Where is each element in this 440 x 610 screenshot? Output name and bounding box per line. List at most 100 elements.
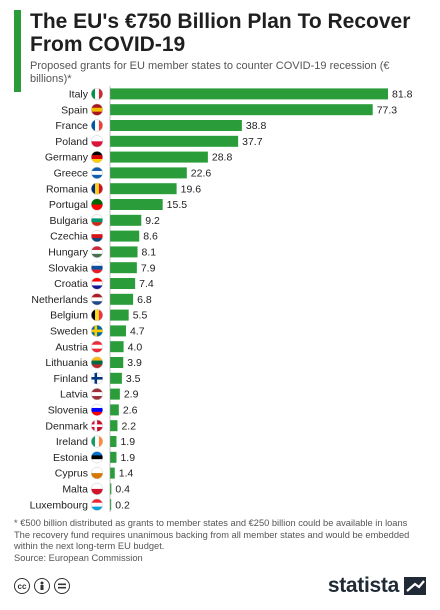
source-note: Source: European Commission	[14, 552, 143, 563]
portugal-flag-icon	[90, 198, 104, 211]
country-label-poland: Poland	[55, 136, 88, 148]
value-label-belgium: 5.5	[133, 310, 148, 322]
value-label-greece: 22.6	[191, 168, 212, 180]
country-label-czechia: Czechia	[50, 231, 88, 243]
value-label-cyprus: 1.4	[119, 468, 134, 480]
bar-germany	[110, 151, 208, 163]
slovenia-flag-icon	[90, 403, 104, 416]
denmark-flag-icon	[90, 419, 104, 432]
country-label-netherlands: Netherlands	[31, 294, 88, 306]
value-label-finland: 3.5	[126, 373, 141, 385]
country-label-malta: Malta	[62, 484, 88, 496]
attribution-icon[interactable]	[34, 578, 50, 594]
title-accent-bar	[14, 10, 21, 92]
czechia-flag-icon	[90, 230, 104, 243]
brand-name: statista	[327, 574, 399, 597]
country-label-france: France	[55, 120, 88, 132]
bar-italy	[110, 88, 388, 100]
statista-logo[interactable]: statista	[328, 574, 426, 598]
poland-flag-icon	[90, 135, 104, 148]
value-label-austria: 4.0	[128, 341, 143, 353]
bar-chart: Italy 81.8 Spain 77.3 France 38.8 Poland 37.7 Ge…	[30, 86, 413, 512]
bar-czechia	[110, 230, 140, 242]
latvia-flag-icon	[90, 388, 104, 401]
footnotes: * €500 billion distributed as grants to …	[14, 518, 424, 564]
bar-bulgaria	[110, 214, 142, 226]
bar-cyprus	[110, 467, 115, 479]
value-label-slovenia: 2.6	[123, 405, 138, 417]
bar-greece	[110, 167, 187, 179]
cyprus-flag-icon	[90, 467, 104, 480]
belgium-flag-icon	[90, 309, 104, 322]
value-label-germany: 28.8	[212, 152, 233, 164]
value-label-lithuania: 3.9	[127, 357, 142, 369]
country-label-denmark: Denmark	[45, 420, 88, 432]
footnote-grants-loans: * €500 billion distributed as grants to …	[14, 518, 408, 528]
country-label-belgium: Belgium	[50, 310, 88, 322]
country-label-germany: Germany	[45, 152, 89, 164]
bar-france	[110, 120, 242, 131]
spain-flag-icon	[90, 103, 104, 116]
country-label-austria: Austria	[55, 341, 88, 353]
bar-poland	[110, 135, 239, 147]
value-label-denmark: 2.2	[121, 420, 136, 432]
license-icons: cc	[14, 578, 70, 596]
netherlands-flag-icon	[90, 293, 104, 306]
value-label-poland: 37.7	[242, 136, 263, 148]
country-label-romania: Romania	[46, 183, 88, 195]
country-label-hungary: Hungary	[48, 247, 88, 259]
bar-portugal	[110, 199, 163, 210]
value-label-slovakia: 7.9	[141, 262, 156, 274]
bar-sweden	[110, 325, 126, 337]
country-label-luxembourg: Luxembourg	[30, 499, 89, 511]
value-label-france: 38.8	[246, 120, 267, 132]
country-label-italy: Italy	[69, 89, 89, 101]
estonia-flag-icon	[90, 451, 104, 464]
value-label-luxembourg: 0.2	[115, 499, 130, 511]
country-label-bulgaria: Bulgaria	[49, 215, 88, 227]
value-label-latvia: 2.9	[124, 389, 139, 401]
bar-slovakia	[110, 262, 137, 274]
cc-icon[interactable]: cc	[14, 578, 30, 594]
value-label-romania: 19.6	[181, 183, 202, 195]
value-label-netherlands: 6.8	[137, 294, 152, 306]
value-label-spain: 77.3	[377, 104, 398, 116]
bar-finland	[110, 372, 122, 384]
bar-austria	[110, 341, 124, 353]
bar-denmark	[110, 420, 118, 432]
value-label-croatia: 7.4	[139, 278, 154, 290]
slovakia-flag-icon	[90, 261, 104, 274]
malta-flag-icon	[90, 482, 104, 495]
country-label-sweden: Sweden	[50, 326, 88, 338]
country-label-estonia: Estonia	[53, 452, 88, 464]
bar-belgium	[110, 309, 129, 321]
bar-estonia	[110, 451, 117, 463]
france-flag-icon	[90, 119, 104, 132]
bar-romania	[110, 183, 177, 195]
country-label-croatia: Croatia	[54, 278, 88, 290]
austria-flag-icon	[90, 340, 104, 353]
value-label-malta: 0.4	[115, 484, 130, 496]
country-label-greece: Greece	[54, 168, 89, 180]
bar-croatia	[110, 278, 136, 289]
bar-netherlands	[110, 293, 134, 305]
luxembourg-flag-icon	[90, 498, 104, 511]
country-label-slovenia: Slovenia	[48, 405, 88, 417]
value-label-estonia: 1.9	[120, 452, 135, 464]
bar-lithuania	[110, 357, 124, 368]
hungary-flag-icon	[90, 245, 104, 258]
no-derivatives-icon[interactable]	[54, 578, 70, 594]
italy-flag-icon	[90, 87, 104, 100]
value-label-hungary: 8.1	[142, 247, 157, 259]
bar-latvia	[110, 388, 120, 400]
country-label-finland: Finland	[54, 373, 89, 385]
bar-slovenia	[110, 404, 119, 416]
bar-spain	[110, 104, 373, 116]
footnote-unanimous-backing: The recovery fund requires unanimous bac…	[14, 529, 410, 552]
value-label-italy: 81.8	[392, 89, 413, 101]
country-label-slovakia: Slovakia	[48, 262, 88, 274]
ireland-flag-icon	[90, 435, 104, 448]
value-label-bulgaria: 9.2	[145, 215, 160, 227]
lithuania-flag-icon	[90, 356, 104, 369]
value-label-sweden: 4.7	[130, 326, 145, 338]
